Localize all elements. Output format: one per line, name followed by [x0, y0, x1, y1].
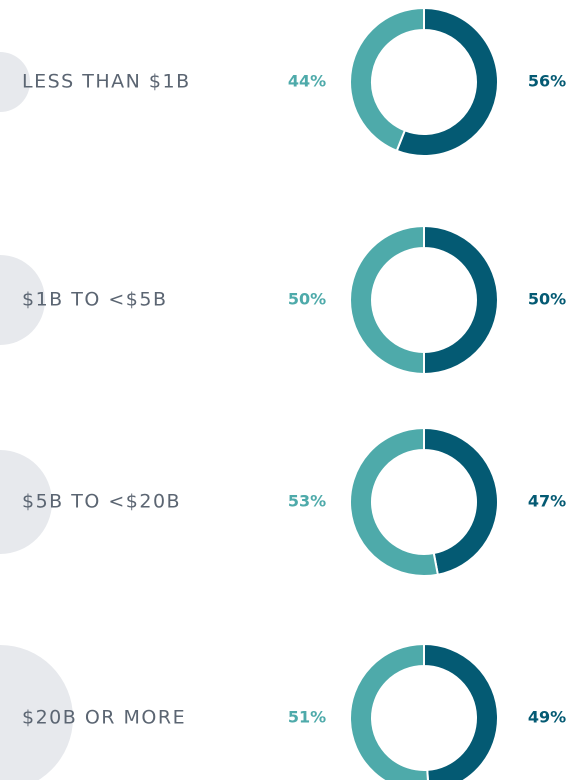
value-label: 49%	[528, 708, 566, 727]
value-label: 51%	[288, 708, 326, 727]
donut-segment	[423, 642, 499, 780]
donut-segment	[349, 6, 425, 153]
label-bubble	[0, 645, 73, 780]
value-label: 53%	[288, 492, 326, 511]
donut-segment	[395, 6, 499, 157]
value-label: 50%	[288, 290, 326, 309]
donut-segment	[349, 224, 425, 376]
category-label: $20B OR MORE	[22, 707, 186, 729]
category-label: LESS THAN $1B	[22, 71, 191, 93]
donut-segment	[423, 224, 499, 376]
value-label: 50%	[528, 290, 566, 309]
value-label: 47%	[528, 492, 566, 511]
value-label: 56%	[528, 72, 566, 91]
donut-segment	[349, 642, 429, 780]
label-bubble	[0, 52, 30, 112]
donut-segment	[423, 426, 499, 576]
category-label: $5B TO <$20B	[22, 491, 181, 513]
label-bubble	[0, 255, 45, 345]
label-bubble	[0, 450, 52, 554]
value-label: 44%	[288, 72, 326, 91]
donut-segment	[349, 426, 440, 577]
category-label: $1B TO <$5B	[22, 289, 167, 311]
